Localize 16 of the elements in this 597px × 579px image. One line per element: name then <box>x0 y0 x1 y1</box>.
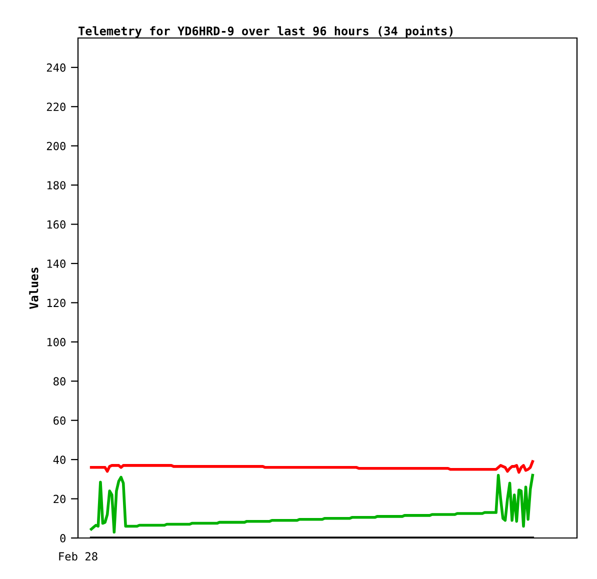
text: Feb 28 <box>59 552 98 561</box>
y-tick-label: 100 <box>47 338 66 346</box>
y-tick-label: 240 <box>46 63 66 72</box>
y-tick-label: 120 <box>47 298 66 308</box>
y-tick-label: 0 <box>60 534 66 542</box>
y-tick-label: 180 <box>47 181 66 190</box>
y-tick-label: 20 <box>54 494 66 504</box>
y-tick-label: 200 <box>46 142 66 150</box>
y-tick-label: 160 <box>47 220 66 229</box>
chart-title: Telemetry for YD6HRD-9 over last 96 hours (34 points) <box>78 26 452 38</box>
y-axis-title: Values <box>29 268 38 309</box>
y-tick-label: 60 <box>54 416 66 425</box>
y-tick-label: 220 <box>46 102 66 112</box>
y-tick-label: 140 <box>47 259 66 268</box>
y-tick-label: 40 <box>53 456 66 464</box>
y-tick-label: 80 <box>54 377 66 386</box>
